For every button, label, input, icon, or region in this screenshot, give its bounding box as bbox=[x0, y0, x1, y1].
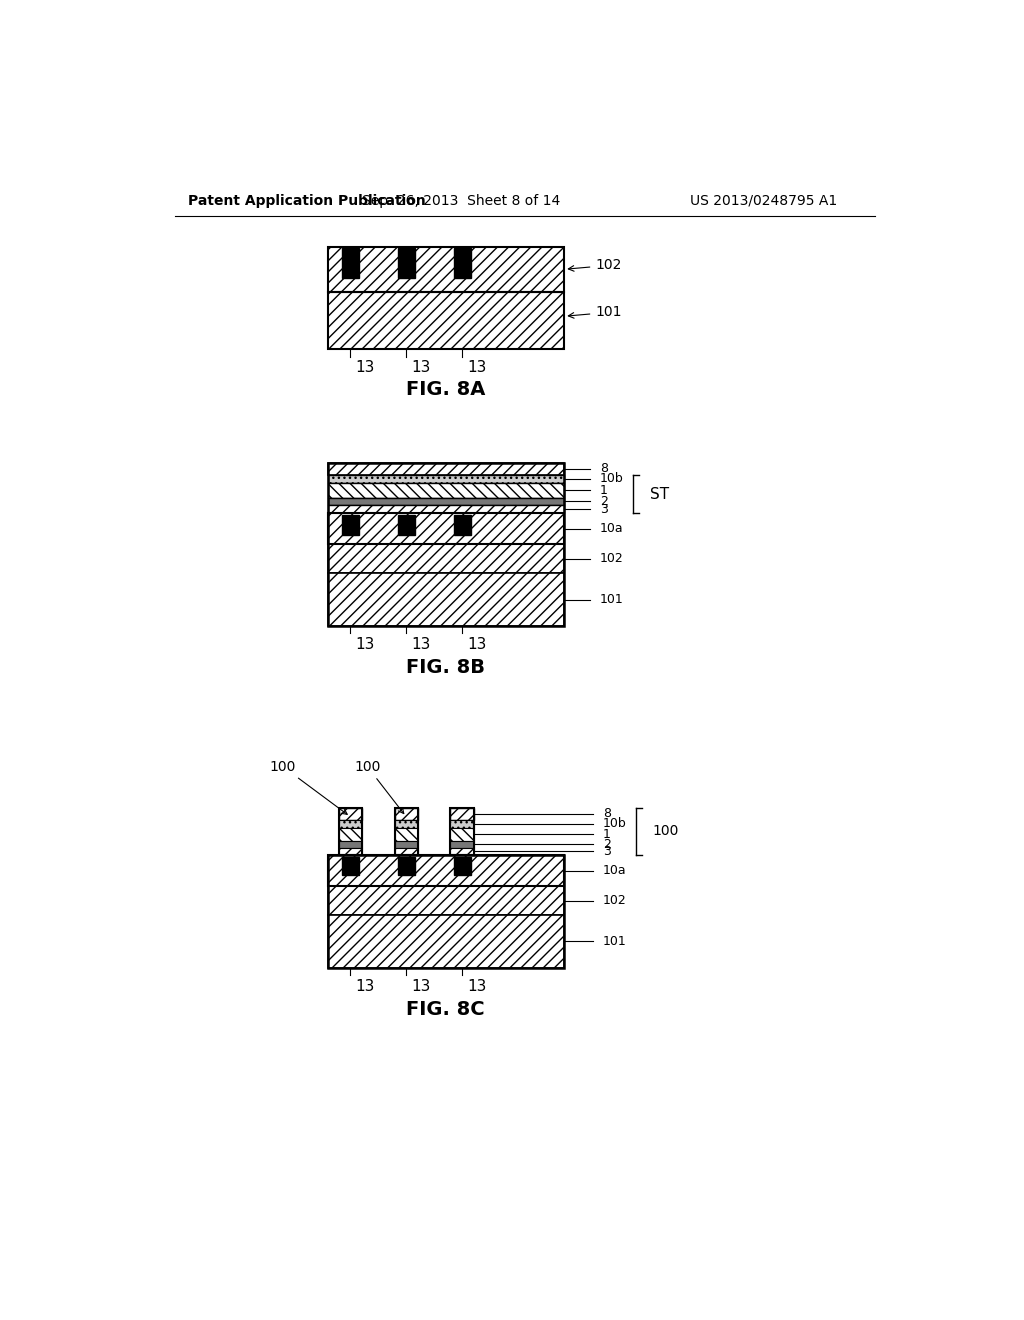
Bar bbox=[394, 847, 418, 855]
Text: 10b: 10b bbox=[603, 817, 627, 830]
Bar bbox=[339, 808, 362, 855]
Bar bbox=[328, 573, 564, 626]
Bar bbox=[394, 841, 418, 847]
Text: 3: 3 bbox=[603, 845, 611, 858]
Bar bbox=[397, 857, 415, 875]
Bar bbox=[328, 483, 564, 498]
Bar bbox=[328, 247, 564, 292]
Bar bbox=[339, 847, 362, 855]
Bar bbox=[328, 513, 564, 544]
Bar bbox=[328, 292, 564, 350]
Text: 13: 13 bbox=[355, 360, 375, 375]
Bar bbox=[451, 820, 474, 828]
Text: 10a: 10a bbox=[603, 865, 627, 878]
Bar bbox=[328, 544, 564, 573]
Bar bbox=[339, 808, 362, 820]
Text: 100: 100 bbox=[652, 825, 679, 838]
Bar bbox=[451, 847, 474, 855]
Bar bbox=[328, 462, 564, 626]
Bar bbox=[394, 808, 418, 855]
Bar bbox=[328, 915, 564, 968]
Text: 10b: 10b bbox=[600, 473, 624, 486]
Text: 2: 2 bbox=[600, 495, 608, 508]
Text: 102: 102 bbox=[603, 894, 627, 907]
Text: 8: 8 bbox=[600, 462, 608, 475]
Text: 1: 1 bbox=[603, 828, 611, 841]
Bar bbox=[394, 808, 418, 820]
Bar bbox=[342, 515, 359, 535]
Text: 102: 102 bbox=[568, 259, 622, 272]
Bar bbox=[451, 828, 474, 841]
Bar bbox=[451, 808, 474, 820]
Text: 13: 13 bbox=[467, 636, 486, 652]
Text: 13: 13 bbox=[412, 978, 431, 994]
Bar bbox=[328, 886, 564, 915]
Text: 13: 13 bbox=[467, 360, 486, 375]
Text: Patent Application Publication: Patent Application Publication bbox=[188, 194, 426, 207]
Bar bbox=[451, 808, 474, 855]
Text: 13: 13 bbox=[412, 360, 431, 375]
Bar bbox=[339, 828, 362, 841]
Bar bbox=[328, 498, 564, 506]
Text: US 2013/0248795 A1: US 2013/0248795 A1 bbox=[690, 194, 838, 207]
Bar bbox=[394, 820, 418, 828]
Bar bbox=[328, 506, 564, 513]
Bar bbox=[454, 248, 471, 277]
Bar bbox=[454, 515, 471, 535]
Text: 8: 8 bbox=[603, 807, 611, 820]
Text: 10a: 10a bbox=[600, 523, 624, 536]
Bar bbox=[342, 857, 359, 875]
Text: 100: 100 bbox=[269, 760, 347, 814]
Text: 13: 13 bbox=[412, 636, 431, 652]
Bar bbox=[328, 462, 564, 475]
Text: 101: 101 bbox=[568, 305, 622, 319]
Bar bbox=[397, 515, 415, 535]
Bar bbox=[328, 855, 564, 886]
Text: Sep. 26, 2013  Sheet 8 of 14: Sep. 26, 2013 Sheet 8 of 14 bbox=[362, 194, 560, 207]
Text: ST: ST bbox=[649, 487, 669, 502]
Bar bbox=[339, 820, 362, 828]
Text: 101: 101 bbox=[600, 593, 624, 606]
Bar bbox=[328, 855, 564, 968]
Text: 13: 13 bbox=[355, 978, 375, 994]
Bar bbox=[328, 513, 564, 544]
Bar bbox=[394, 828, 418, 841]
Bar bbox=[397, 248, 415, 277]
Text: 2: 2 bbox=[603, 838, 611, 851]
Text: 101: 101 bbox=[603, 935, 627, 948]
Text: FIG. 8B: FIG. 8B bbox=[407, 657, 485, 677]
Text: 13: 13 bbox=[355, 636, 375, 652]
Text: FIG. 8C: FIG. 8C bbox=[407, 999, 485, 1019]
Text: 13: 13 bbox=[467, 978, 486, 994]
Bar bbox=[339, 841, 362, 847]
Bar bbox=[328, 855, 564, 886]
Text: 100: 100 bbox=[354, 760, 403, 813]
Text: FIG. 8A: FIG. 8A bbox=[407, 380, 485, 399]
Bar bbox=[451, 841, 474, 847]
Bar bbox=[328, 247, 564, 292]
Bar bbox=[328, 475, 564, 483]
Bar bbox=[342, 248, 359, 277]
Text: 102: 102 bbox=[600, 552, 624, 565]
Text: 1: 1 bbox=[600, 483, 608, 496]
Bar bbox=[454, 857, 471, 875]
Bar bbox=[328, 292, 564, 350]
Text: 3: 3 bbox=[600, 503, 608, 516]
